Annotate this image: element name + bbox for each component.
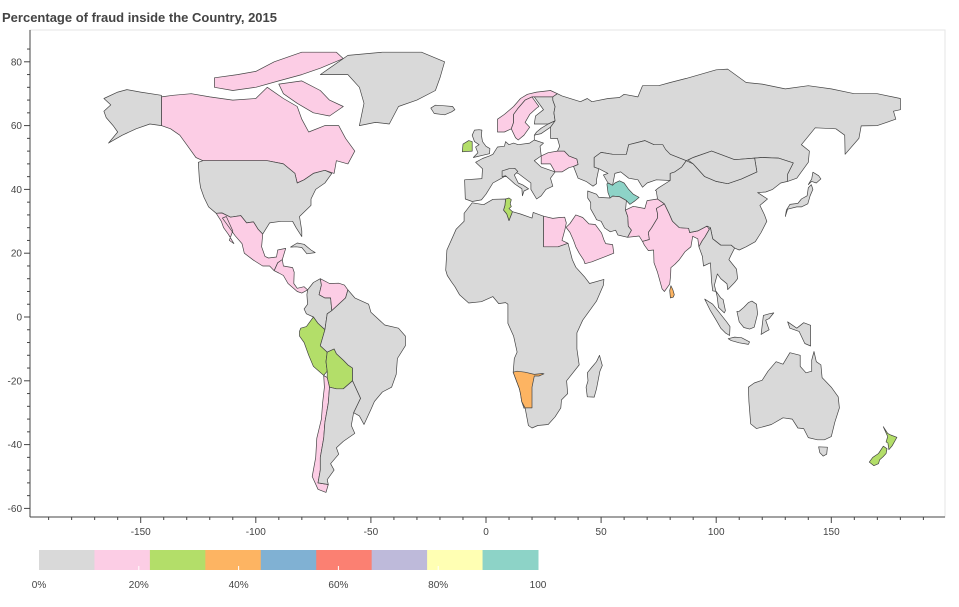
x-tick-label: 100 — [708, 527, 725, 538]
y-tick-label: 80 — [11, 57, 23, 68]
colorbar-swatch — [205, 550, 262, 570]
country-mongolia[interactable] — [687, 150, 758, 185]
country-cuba[interactable] — [290, 242, 316, 255]
y-tick-label: -20 — [8, 376, 23, 387]
colorbar-label: 100 — [529, 580, 547, 591]
country-africa[interactable] — [445, 198, 605, 429]
colorbar-swatch — [371, 550, 428, 570]
country-russia[interactable] — [550, 68, 901, 187]
country-greenland[interactable] — [319, 51, 445, 126]
colorbar-swatch — [94, 550, 151, 570]
x-tick-label: -50 — [364, 527, 379, 538]
country-new-zealand[interactable] — [868, 426, 898, 467]
x-tick-label: 0 — [483, 527, 489, 538]
colorbar-label: 80% — [428, 580, 449, 591]
chart-title: Percentage of fraud inside the Country, … — [2, 10, 277, 25]
x-tick-label: -100 — [246, 527, 266, 538]
country-saudi-arabia[interactable] — [565, 214, 615, 265]
country-italy[interactable] — [501, 167, 529, 197]
colorbar-label: 60% — [328, 580, 349, 591]
colorbar-swatch — [149, 550, 206, 570]
country-egypt[interactable] — [543, 215, 569, 248]
country-central-america[interactable] — [273, 259, 308, 294]
country-china[interactable] — [655, 157, 794, 251]
colorbar-swatch — [39, 550, 95, 570]
country-indonesia[interactable] — [704, 298, 811, 347]
y-tick-label: -60 — [8, 504, 23, 515]
colorbar-label: 20% — [128, 580, 149, 591]
country-united-kingdom[interactable] — [471, 129, 491, 158]
colorbar-swatch — [260, 550, 317, 570]
country-australia[interactable] — [748, 351, 840, 457]
country-ireland[interactable] — [461, 140, 473, 153]
country-argentina[interactable] — [317, 380, 361, 485]
x-tick-label: 50 — [596, 527, 608, 538]
country-southeast-asia[interactable] — [698, 227, 738, 314]
colorbar-swatch — [427, 550, 484, 570]
country-sweden[interactable] — [510, 96, 540, 141]
y-tick-label: -40 — [8, 440, 23, 451]
country-madagascar[interactable] — [585, 354, 603, 398]
y-tick-label: 20 — [11, 249, 23, 260]
country-japan[interactable] — [784, 171, 822, 217]
colorbar-label: 40% — [228, 580, 249, 591]
colorbar-label: 0% — [31, 580, 47, 591]
y-tick-label: 60 — [11, 121, 23, 132]
x-tick-label: 150 — [823, 527, 840, 538]
country-namibia[interactable] — [512, 370, 545, 409]
y-tick-label: 0 — [16, 313, 22, 324]
country-sri-lanka[interactable] — [669, 285, 675, 299]
country-canada[interactable] — [161, 51, 356, 184]
colorbar-swatch — [482, 550, 539, 570]
x-tick-label: -150 — [131, 527, 151, 538]
colorbar-swatch — [316, 550, 373, 570]
country-alaska[interactable] — [103, 89, 162, 144]
country-iceland[interactable] — [430, 104, 456, 116]
y-tick-label: 40 — [11, 185, 23, 196]
